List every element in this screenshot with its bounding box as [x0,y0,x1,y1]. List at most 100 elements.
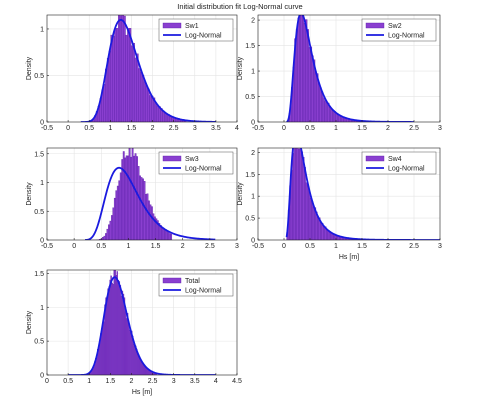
histogram-bar [299,148,302,240]
legend: Sw3 Log-Normal [158,151,234,175]
y-tick-label: 0.5 [34,73,44,80]
histogram-bar [322,97,325,122]
x-tick-label: 3 [438,243,442,250]
histogram-bar [147,88,150,122]
y-tick-label: 0.5 [245,216,255,223]
histogram-bar [298,148,300,240]
histogram-bar [154,103,158,122]
histogram-bar [162,228,165,240]
x-tick-label: 0.5 [305,243,315,250]
histogram-bar [156,105,159,122]
y-tick-label: 2 [251,150,255,157]
histogram-bar [125,155,128,240]
histogram-bar [164,113,167,122]
histogram-bar [147,200,150,240]
histogram-bar [292,153,295,240]
histogram-bar [117,15,121,122]
y-axis-label: Density [26,182,33,206]
y-tick-label: 0 [40,238,44,245]
x-tick-label: 0 [45,378,49,385]
histogram-bar [105,233,107,240]
y-tick-label: 0.5 [34,339,44,346]
histogram-bar [330,232,333,240]
x-tick-label: 2 [386,243,390,250]
y-tick-label: 0 [40,373,44,380]
legend-label-histogram: Sw3 [185,156,199,163]
legend-label-curve: Log-Normal [185,288,222,295]
histogram-bar [314,71,317,122]
histogram-bar [170,233,173,240]
y-tick-label: 1.5 [245,172,255,179]
x-tick-label: 3 [438,125,442,132]
panel-sw1: -0.5 0 0.5 1 1.5 2 2.5 3 3.5 400.51DensitySw1Log-… [26,14,239,132]
x-tick-label: 3 [172,378,176,385]
histogram-bar [132,42,135,122]
histogram-bar [324,100,327,122]
x-tick-label: 2.5 [409,125,419,132]
legend-label-histogram: Sw1 [185,23,199,30]
histogram-bar [302,157,305,240]
histogram-bar [114,28,117,122]
x-tick-label: 2 [181,243,185,250]
x-tick-label: 0.5 [305,125,315,132]
legend-swatch-histogram [365,22,385,29]
histogram-bar [131,148,134,240]
x-tick-label: 0 [66,125,70,132]
histogram-bar [330,109,333,122]
histogram-bar [308,47,311,122]
histogram-bar [311,201,314,240]
histogram-bar [116,185,119,240]
histogram-bar [140,71,143,122]
histogram-bar [102,237,104,240]
x-tick-label: 2.5 [169,125,179,132]
legend-swatch-histogram [162,22,182,29]
histogram-bar [141,74,145,122]
panel-total: 0 0.5 1 1.5 2 2.5 3 3.5 4 4.5 0 0.5 1 1.5 Density Hs [m… [26,269,242,396]
histogram-bar [113,197,116,240]
y-tick-label: 0.5 [34,209,44,216]
histogram-bar [121,159,124,240]
histogram-bar [312,206,315,240]
x-tick-label: 1.5 [357,125,367,132]
histogram-bar [295,148,298,240]
histogram-bar [128,148,131,240]
x-tick-label: 1.5 [127,125,137,132]
histogram-bar [124,157,127,240]
histogram-bar [134,57,137,122]
y-tick-label: 1.5 [34,151,44,158]
x-axis-label: Hs [m] [132,389,152,396]
x-tick-label: 0 [282,243,286,250]
axes-frame [257,147,441,241]
x-tick-label: 3 [235,243,239,250]
x-tick-label: 4 [235,125,239,132]
legend-label-curve: Log-Normal [388,33,425,40]
y-tick-label: 2 [251,18,255,25]
histogram-bar [301,151,303,240]
x-tick-label: 1 [87,378,91,385]
histogram-bar [133,155,136,240]
x-tick-label: 0 [72,243,76,250]
legend-label-histogram: Total [185,278,200,285]
histogram-bar [305,19,308,122]
panel-sw3: -0.5 0 0.5 1 1.5 2 2.5 300.511.5DensitySw3Log-N… [26,147,239,250]
y-tick-label: 1.5 [34,271,44,278]
x-tick-label: 2 [151,125,155,132]
x-tick-label: 0.5 [84,125,94,132]
histogram-bar [136,156,138,240]
histogram-bar [167,232,170,240]
histogram-bar [121,15,124,122]
histogram-bar [305,182,308,240]
histogram-bar [119,15,123,122]
histogram-bar [145,194,147,240]
histogram-bar [338,115,341,122]
y-tick-label: 0 [40,120,44,127]
x-tick-label: -0.5 [252,243,264,250]
legend: Total Log-Normal [158,273,234,297]
histogram-bar [310,46,313,122]
histogram-bar [103,235,106,240]
histogram-bar [323,226,325,240]
x-tick-label: 3.5 [211,125,221,132]
x-tick-label: 2.5 [148,378,158,385]
y-axis-label: Density [237,182,244,206]
